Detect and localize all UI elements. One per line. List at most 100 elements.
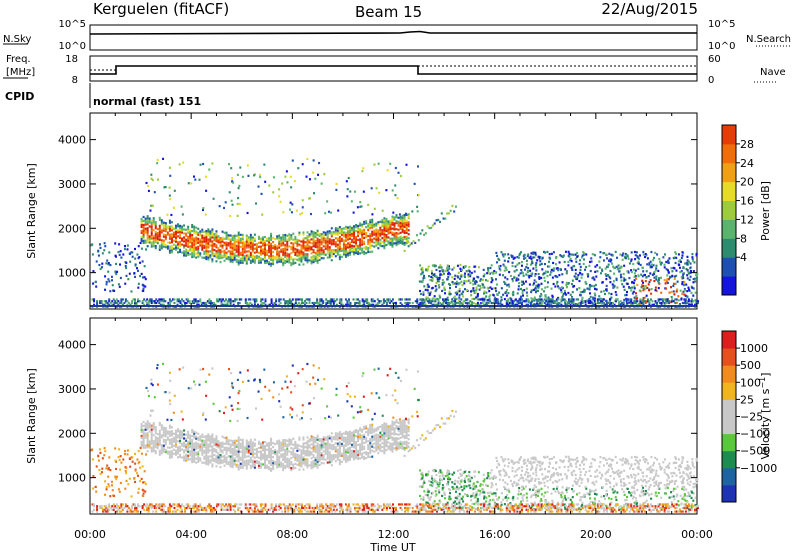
velocity-cell bbox=[294, 452, 297, 456]
power-cell bbox=[266, 249, 269, 252]
power-cell bbox=[476, 292, 479, 296]
velocity-cell bbox=[152, 450, 155, 453]
power-cell bbox=[568, 255, 571, 258]
velocity-cell bbox=[146, 420, 149, 423]
power-cell bbox=[573, 284, 576, 288]
power-cell bbox=[328, 242, 331, 245]
power-cell bbox=[361, 251, 364, 254]
velocity-cell bbox=[207, 433, 210, 436]
power-cell bbox=[195, 238, 198, 241]
power-cell bbox=[403, 235, 406, 239]
power-cell bbox=[499, 303, 502, 306]
velocity-cell bbox=[278, 465, 281, 468]
power-cell bbox=[389, 229, 392, 232]
velocity-cell bbox=[284, 438, 287, 442]
power-cell bbox=[399, 241, 402, 244]
power-cell bbox=[306, 231, 309, 234]
velocity-cell bbox=[140, 444, 143, 448]
power-cell bbox=[502, 274, 505, 277]
power-cell bbox=[276, 245, 279, 248]
power-cell bbox=[340, 239, 343, 242]
power-cell bbox=[346, 238, 349, 241]
power-cell bbox=[179, 232, 182, 235]
power-cell bbox=[308, 235, 311, 238]
velocity-cell bbox=[146, 424, 149, 427]
power-cell bbox=[387, 232, 390, 235]
velocity-cell bbox=[320, 452, 323, 455]
velocity-cell bbox=[183, 459, 186, 462]
velocity-cell bbox=[205, 444, 208, 448]
power-cell bbox=[584, 280, 587, 284]
power-cell bbox=[266, 251, 269, 254]
power-cell bbox=[610, 292, 613, 296]
velocity-cell bbox=[298, 460, 301, 463]
power-cell bbox=[304, 245, 307, 248]
power-cell bbox=[322, 249, 325, 252]
power-cell bbox=[144, 300, 147, 303]
velocity-cell bbox=[300, 453, 303, 456]
power-cell bbox=[142, 225, 145, 229]
power-cell bbox=[134, 264, 137, 267]
power-cell bbox=[152, 229, 155, 232]
velocity-cell bbox=[207, 451, 210, 454]
power-cell bbox=[442, 272, 445, 275]
power-cell bbox=[160, 221, 163, 224]
velocity-cell bbox=[268, 448, 271, 451]
power-cell bbox=[673, 277, 676, 281]
power-cell bbox=[150, 235, 153, 238]
velocity-cell bbox=[225, 438, 228, 441]
power-cell bbox=[405, 301, 408, 305]
power-cell bbox=[235, 258, 238, 261]
velocity-cell bbox=[170, 444, 173, 447]
power-cell bbox=[118, 285, 121, 288]
velocity-cell bbox=[174, 453, 177, 456]
power-cell bbox=[456, 264, 459, 267]
power-cell bbox=[340, 233, 343, 237]
power-cell bbox=[330, 249, 333, 252]
power-cell bbox=[328, 254, 331, 257]
power-cell bbox=[237, 259, 240, 262]
power-cell bbox=[314, 257, 317, 261]
power-cell bbox=[166, 247, 169, 250]
power-cell bbox=[634, 269, 637, 272]
power-cell bbox=[93, 303, 96, 306]
power-cell bbox=[201, 236, 204, 239]
power-cell bbox=[550, 287, 553, 290]
velocity-cell bbox=[251, 465, 254, 468]
power-cell bbox=[251, 240, 254, 243]
power-cell bbox=[623, 298, 626, 301]
power-cell bbox=[673, 256, 676, 259]
power-cell bbox=[205, 245, 208, 249]
power-cell bbox=[651, 300, 654, 303]
power-cell bbox=[100, 300, 103, 303]
power-cell bbox=[379, 234, 382, 237]
power-cell bbox=[499, 302, 502, 305]
power-cell bbox=[270, 250, 273, 253]
power-cell bbox=[197, 245, 200, 248]
velocity-cell bbox=[209, 445, 212, 448]
power-cell bbox=[395, 228, 398, 231]
power-cell bbox=[184, 301, 187, 305]
power-cell bbox=[318, 250, 321, 254]
velocity-cell bbox=[237, 460, 240, 463]
power-cell bbox=[152, 221, 155, 224]
power-cell bbox=[207, 238, 210, 241]
power-cell bbox=[511, 303, 514, 306]
power-cell bbox=[245, 262, 248, 265]
power-cell bbox=[462, 290, 465, 293]
power-cell bbox=[502, 293, 505, 296]
power-cell bbox=[231, 258, 234, 262]
power-cell bbox=[393, 218, 396, 221]
power-cell bbox=[389, 241, 392, 244]
power-cell bbox=[552, 261, 555, 265]
power-cell bbox=[237, 239, 240, 242]
power-cell bbox=[431, 264, 434, 267]
power-cell bbox=[396, 197, 399, 200]
power-cell bbox=[359, 242, 362, 245]
power-cell bbox=[280, 238, 283, 241]
power-cell bbox=[144, 217, 147, 220]
power-cell bbox=[534, 263, 537, 267]
velocity-cell bbox=[203, 449, 206, 452]
power-cell bbox=[460, 275, 463, 278]
power-cell bbox=[429, 301, 432, 305]
